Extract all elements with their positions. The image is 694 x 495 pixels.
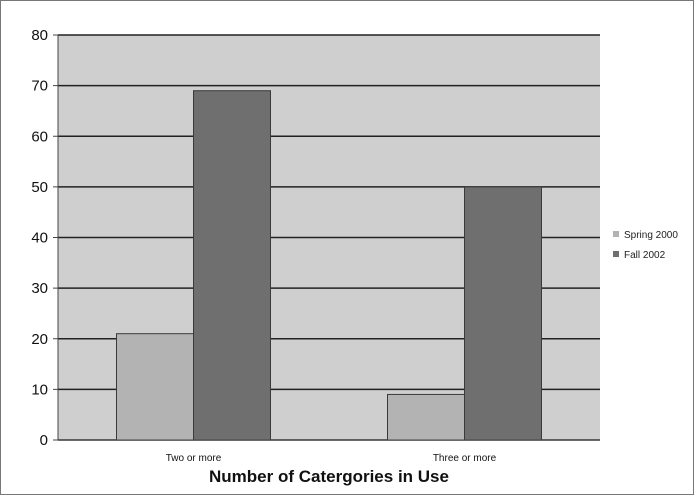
bar-fall-2002-2 [464, 186, 542, 441]
legend-label: Fall 2002 [624, 250, 666, 261]
bars [116, 90, 542, 441]
legend-swatch [613, 251, 619, 257]
y-tick-label: 50 [31, 179, 48, 196]
y-tick-label: 80 [31, 27, 48, 44]
x-category-label: Three or more [433, 453, 497, 464]
bar-spring-2000-1 [116, 333, 194, 441]
legend: Spring 2000 Fall 2002 [613, 230, 678, 261]
legend-swatch [613, 231, 619, 237]
y-tick-label: 10 [31, 381, 48, 398]
y-tick-label: 30 [31, 280, 48, 297]
bar-spring-2000-2 [387, 393, 465, 441]
x-axis-title: Number of Catergories in Use [209, 467, 449, 486]
x-axis: Two or more Three or more [58, 439, 600, 464]
legend-label: Spring 2000 [624, 230, 678, 241]
y-tick-label: 40 [31, 230, 48, 247]
x-category-label: Two or more [166, 453, 222, 464]
y-tick-label: 60 [31, 128, 48, 145]
y-tick-label: 20 [31, 331, 48, 348]
y-tick-label: 0 [40, 432, 48, 449]
y-axis: 0 10 20 30 40 50 60 70 80 [31, 27, 59, 449]
bar-fall-2002-1 [193, 90, 271, 441]
y-tick-label: 70 [31, 78, 48, 95]
